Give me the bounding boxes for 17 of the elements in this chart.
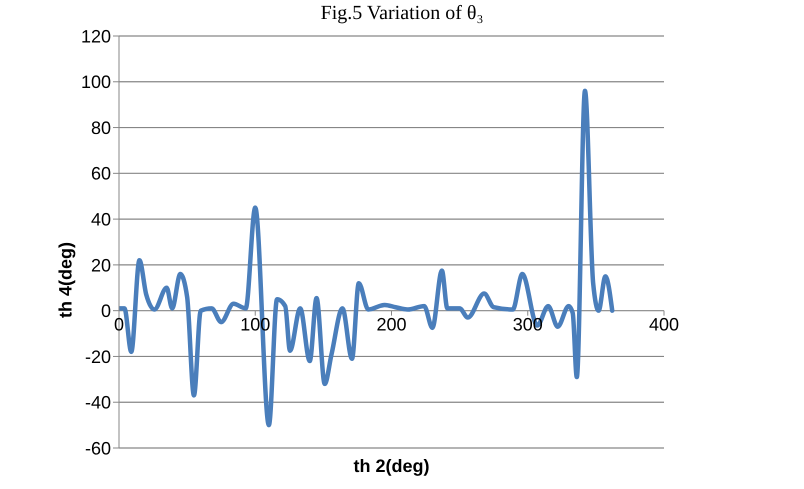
y-tick-label: 60 bbox=[90, 164, 111, 184]
y-tick-label: 100 bbox=[80, 72, 111, 92]
y-axis-title: th 4(deg) bbox=[55, 242, 76, 318]
y-tick-label: -40 bbox=[84, 392, 111, 413]
y-tick-label: -20 bbox=[84, 346, 111, 367]
y-tick-label: 80 bbox=[90, 118, 111, 138]
x-tick-label: 400 bbox=[648, 314, 680, 335]
x-axis-title: th 2(deg) bbox=[354, 456, 430, 476]
y-tick-label: 20 bbox=[90, 255, 111, 276]
y-tick-label: 0 bbox=[100, 301, 111, 322]
y-tick-label: 40 bbox=[90, 210, 111, 230]
y-tick-label: 120 bbox=[80, 26, 111, 46]
y-tick-label: -60 bbox=[84, 438, 111, 458]
chart-title: Fig.5 Variation of θ₃ bbox=[320, 2, 484, 25]
x-tick-label: 200 bbox=[376, 314, 407, 335]
x-tick-label: 300 bbox=[512, 314, 543, 335]
x-tick-label: 0 bbox=[114, 314, 124, 335]
